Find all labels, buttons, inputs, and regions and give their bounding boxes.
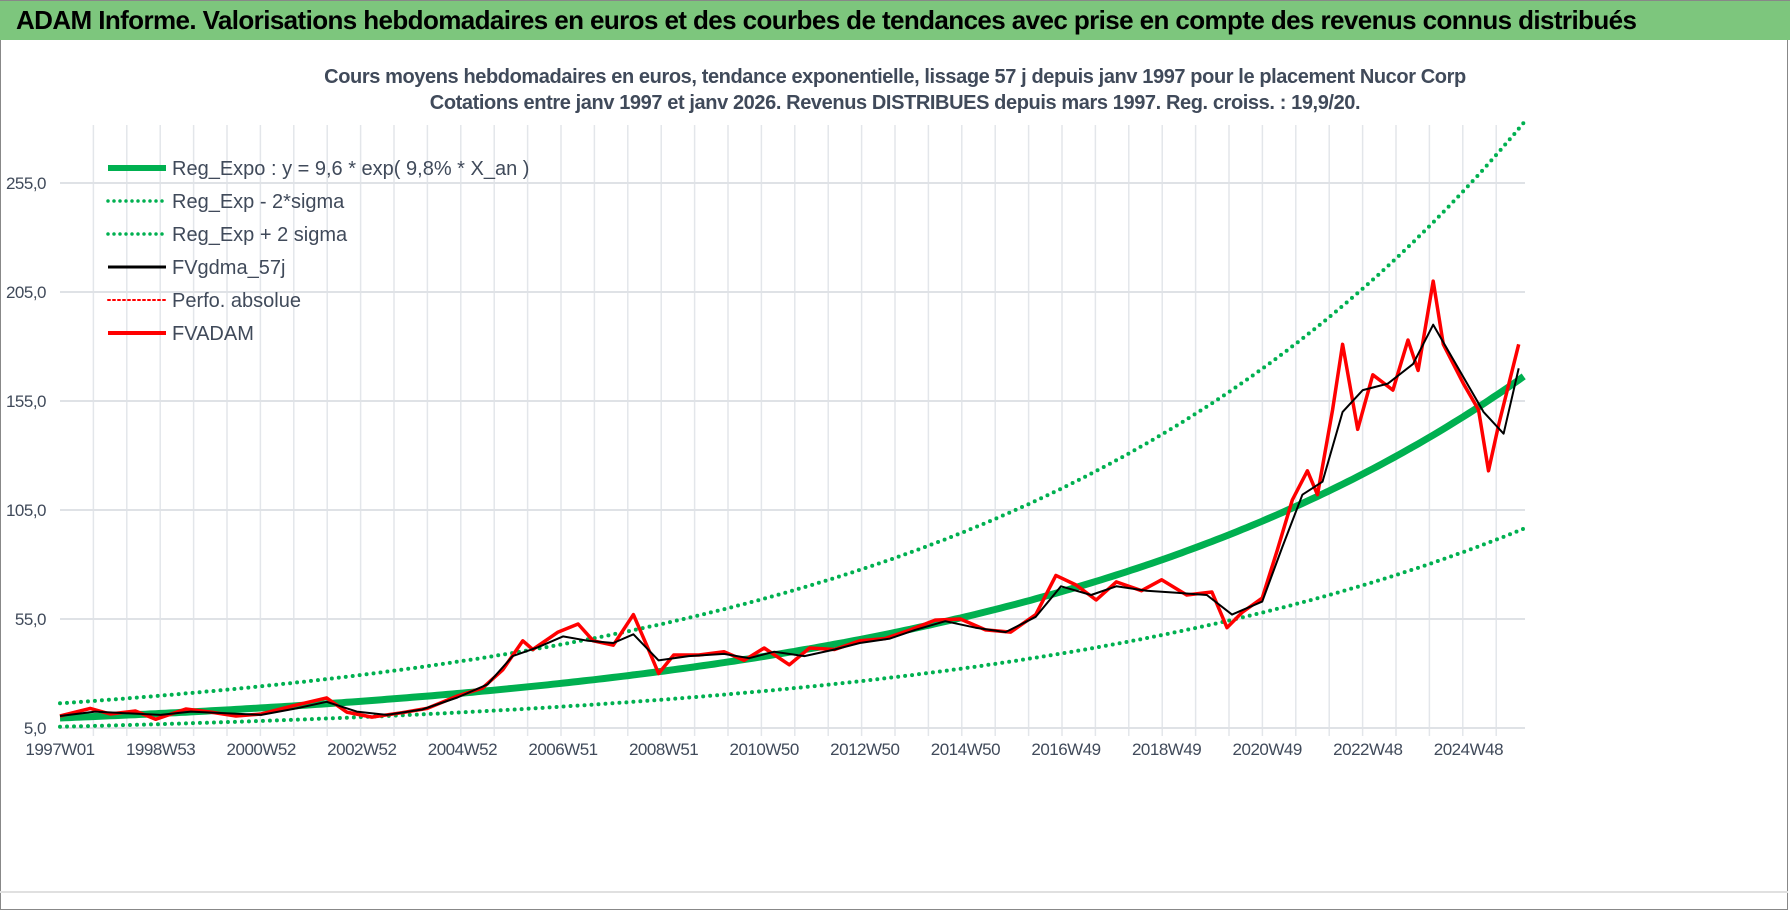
- legend-label: FVADAM: [172, 323, 254, 345]
- report-title: ADAM Informe. Valorisations hebdomadaire…: [16, 5, 1637, 35]
- legend-fvadam: FVADAM: [108, 323, 254, 345]
- y-tick-label: 205,0: [6, 283, 46, 302]
- series-fvgdma-57j: [59, 323, 1520, 717]
- chart-title: Cours moyens hebdomadaires en euros, ten…: [324, 66, 1466, 88]
- legend-label: Reg_Expo : y = 9,6 * exp( 9,8% * X_an ): [172, 158, 529, 180]
- x-tick-label: 2010W50: [730, 740, 799, 759]
- series-fvadam: [59, 279, 1521, 722]
- chart-frame: [0, 40, 1788, 910]
- legend-fvgdma: FVgdma_57j: [108, 257, 285, 279]
- legend-label: Reg_Exp - 2*sigma: [172, 191, 345, 213]
- x-tick-label: 2008W51: [629, 740, 698, 759]
- y-tick-label: 55,0: [15, 610, 46, 629]
- x-tick-label: 2014W50: [931, 740, 1000, 759]
- chart-subtitle: Cotations entre janv 1997 et janv 2026. …: [429, 92, 1361, 114]
- legend-label: FVgdma_57j: [172, 257, 285, 279]
- x-tick-label: 2024W48: [1434, 740, 1503, 759]
- x-tick-label: 2022W48: [1333, 740, 1402, 759]
- series-reg-exp-minus-2-sigma: [58, 526, 1526, 729]
- x-tick-label: 2012W50: [830, 740, 899, 759]
- legend-reg-expo: Reg_Expo : y = 9,6 * exp( 9,8% * X_an ): [108, 158, 529, 180]
- y-tick-label: 255,0: [6, 174, 46, 193]
- x-tick-label: 2020W49: [1233, 740, 1302, 759]
- x-tick-label: 2002W52: [327, 740, 396, 759]
- x-tick-label: 2004W52: [428, 740, 497, 759]
- series-reg-exp-plus-2-sigma: [58, 120, 1526, 706]
- x-tick-label: 2006W51: [528, 740, 597, 759]
- y-tick-label: 5,0: [24, 719, 46, 738]
- x-tick-label: 1998W53: [126, 740, 195, 759]
- legend-reg-exp-minus: Reg_Exp - 2*sigma: [106, 191, 345, 213]
- legend-perfo-absolue: Perfo. absolue: [107, 290, 301, 312]
- report-title-bar: ADAM Informe. Valorisations hebdomadaire…: [0, 0, 1790, 40]
- legend-label: Reg_Exp + 2 sigma: [172, 224, 348, 246]
- legend-label: Perfo. absolue: [172, 290, 301, 312]
- series-reg-expo: [59, 373, 1526, 722]
- y-tick-label: 105,0: [6, 501, 46, 520]
- y-tick-label: 155,0: [6, 392, 46, 411]
- x-tick-label: 2018W49: [1132, 740, 1201, 759]
- legend-reg-exp-plus: Reg_Exp + 2 sigma: [106, 224, 348, 246]
- x-tick-label: 2000W52: [227, 740, 296, 759]
- x-tick-label: 2016W49: [1031, 740, 1100, 759]
- x-tick-label: 1997W01: [25, 740, 94, 759]
